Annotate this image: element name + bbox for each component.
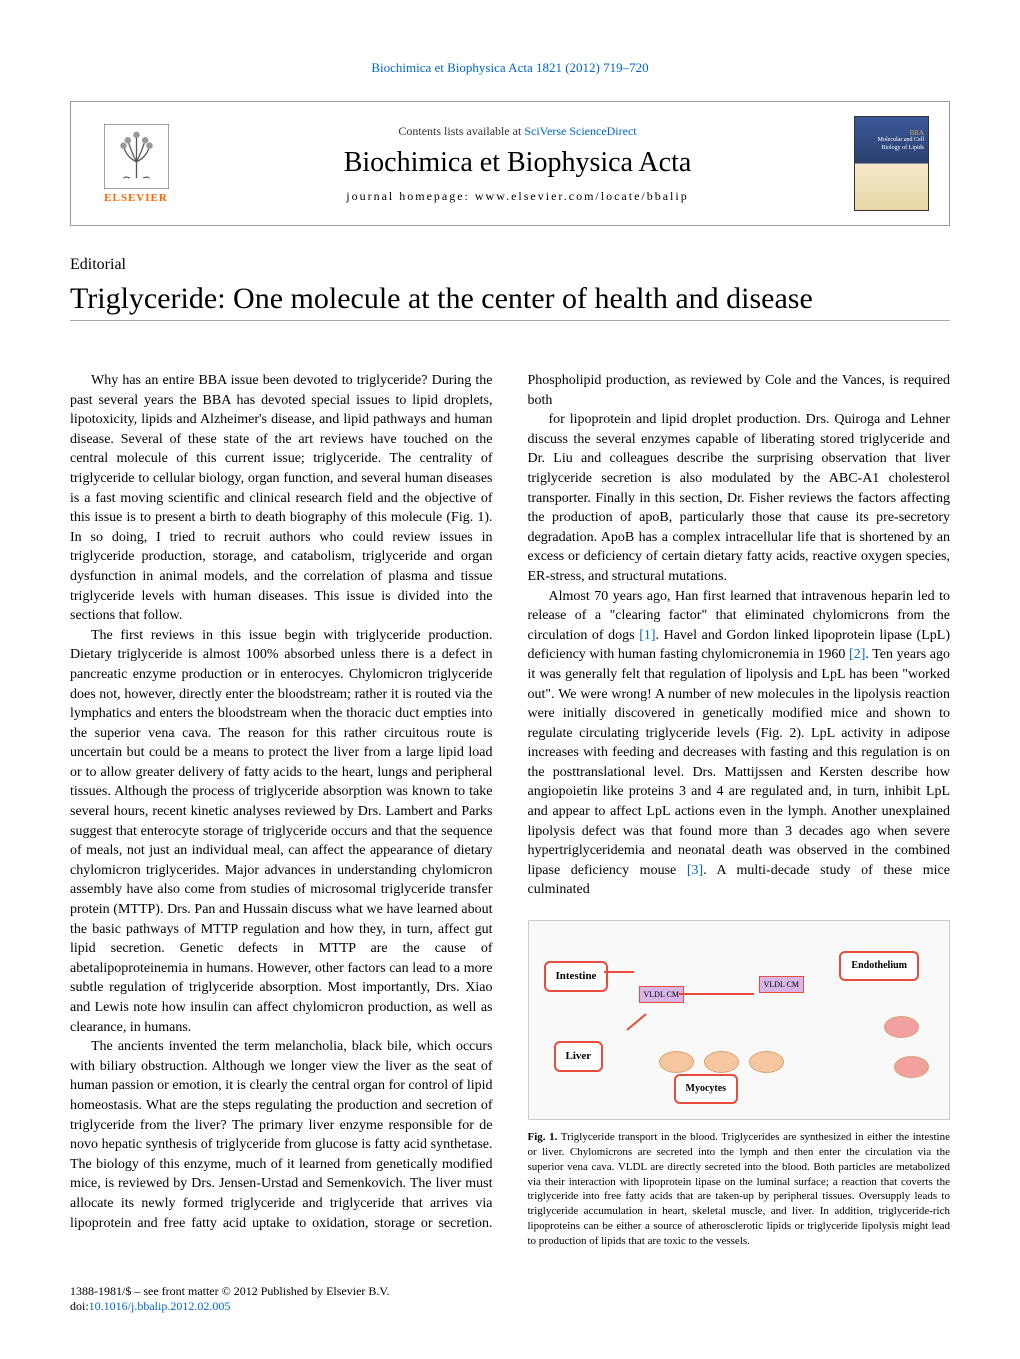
footer-copyright: 1388-1981/$ – see front matter © 2012 Pu… xyxy=(70,1284,950,1299)
body-paragraph-4: for lipoprotein and lipid droplet produc… xyxy=(528,410,951,586)
figure-1: Intestine Liver Endothelium Myocytes VLD… xyxy=(528,920,951,1249)
body-paragraph-5: Almost 70 years ago, Han first learned t… xyxy=(528,587,951,901)
header-citation-link[interactable]: Biochimica et Biophysica Acta 1821 (2012… xyxy=(70,60,950,76)
figure-1-diagram: Intestine Liver Endothelium Myocytes VLD… xyxy=(528,920,951,1120)
fig-node-liver: Liver xyxy=(554,1041,604,1072)
fig-caption-text: Triglyceride transport in the blood. Tri… xyxy=(528,1131,951,1247)
fig-arrow-3 xyxy=(626,1013,646,1031)
elsevier-tree-icon xyxy=(104,124,169,189)
p5-text-c: . Ten years ago it was generally felt th… xyxy=(528,647,951,878)
body-paragraph-2: The first reviews in this issue begin wi… xyxy=(70,626,493,1037)
fig-arrow-1 xyxy=(604,971,634,973)
fig-arrow-2 xyxy=(679,993,754,995)
body-paragraph-1: Why has an entire BBA issue been devoted… xyxy=(70,371,493,626)
fig-cell-2 xyxy=(704,1051,739,1073)
journal-cover-thumbnail: BBA Molecular and Cell Biology of Lipids xyxy=(854,116,929,211)
fig-cell-red-1 xyxy=(884,1016,919,1038)
fig-node-endothelium: Endothelium xyxy=(839,951,919,981)
fig-cell-red-2 xyxy=(894,1056,929,1078)
fig-node-myocytes: Myocytes xyxy=(674,1074,739,1104)
fig-caption-label: Fig. 1. xyxy=(528,1131,558,1143)
journal-homepage: journal homepage: www.elsevier.com/locat… xyxy=(201,189,834,204)
ref-link-3[interactable]: [3] xyxy=(687,863,703,878)
cover-bba-label: BBA xyxy=(859,129,924,137)
journal-header-box: ELSEVIER Contents lists available at Sci… xyxy=(70,101,950,226)
title-divider xyxy=(70,320,950,321)
footer-doi: doi:10.1016/j.bbalip.2012.02.005 xyxy=(70,1299,950,1314)
elsevier-logo: ELSEVIER xyxy=(91,116,181,211)
cover-subtitle: Molecular and Cell Biology of Lipids xyxy=(859,137,924,151)
editorial-label: Editorial xyxy=(70,256,950,274)
doi-link[interactable]: 10.1016/j.bbalip.2012.02.005 xyxy=(89,1299,231,1313)
sciverse-link[interactable]: SciVerse ScienceDirect xyxy=(524,124,636,138)
contents-prefix: Contents lists available at xyxy=(398,124,524,138)
contents-line: Contents lists available at SciVerse Sci… xyxy=(201,124,834,139)
figure-1-caption: Fig. 1. Triglyceride transport in the bl… xyxy=(528,1130,951,1249)
article-title: Triglyceride: One molecule at the center… xyxy=(70,282,950,316)
doi-prefix: doi: xyxy=(70,1299,89,1313)
page-footer: 1388-1981/$ – see front matter © 2012 Pu… xyxy=(70,1284,950,1314)
fig-node-intestine: Intestine xyxy=(544,961,609,992)
fig-cell-1 xyxy=(659,1051,694,1073)
fig-vldl-cm-2: VLDL CM xyxy=(759,976,804,993)
fig-cell-3 xyxy=(749,1051,784,1073)
fig-vldl-cm-1: VLDL CM xyxy=(639,986,684,1003)
ref-link-1[interactable]: [1] xyxy=(639,628,655,643)
elsevier-label: ELSEVIER xyxy=(104,192,168,204)
journal-name: Biochimica et Biophysica Acta xyxy=(201,147,834,179)
ref-link-2[interactable]: [2] xyxy=(849,647,865,662)
journal-center: Contents lists available at SciVerse Sci… xyxy=(181,124,854,204)
article-body: Why has an entire BBA issue been devoted… xyxy=(70,371,950,1249)
